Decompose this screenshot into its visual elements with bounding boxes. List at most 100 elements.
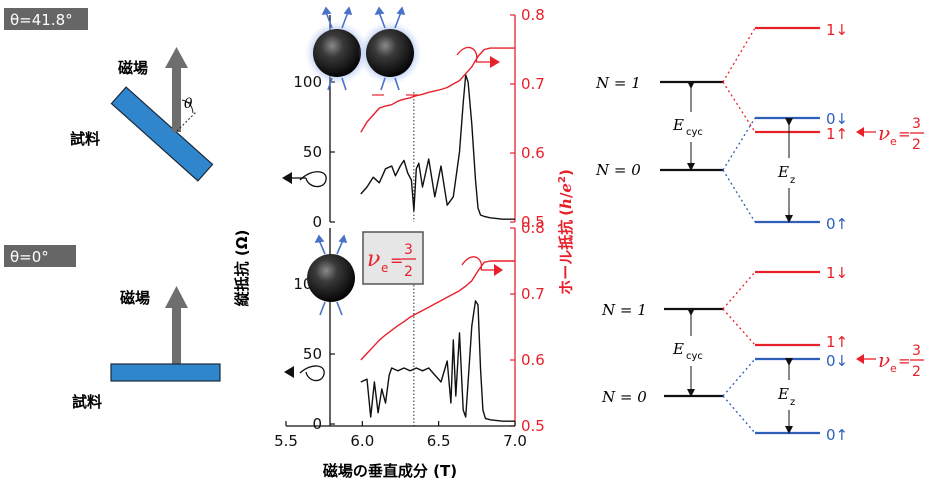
spin-arrow-head [314,234,325,244]
sample-diagram-flat: θ=0° 磁場 試料 [4,245,221,411]
sample-diagram-tilted: θ=41.8° 磁場 試料 θ [4,8,214,182]
nu-sub-top: e [890,135,897,148]
spin-arrow-head [396,6,406,16]
connector [722,81,756,133]
label-0down: 0↓ [826,352,848,370]
electron-sphere [313,29,361,77]
nu-pointer-head [856,127,864,137]
level-n0-label: N = 0 [595,161,641,179]
y-axis-label-right: ホール抵抗(h/e2) [557,169,575,295]
ecyc-label: E [672,116,684,134]
electron-sphere [366,29,414,77]
spin-tail [327,77,333,91]
right-tick-label: 0.6 [521,144,545,162]
connector [722,117,756,171]
spin-tail [319,301,326,316]
left-axis-indicator-bottom [299,365,325,382]
left-arrow-top [282,172,292,184]
theta-arc [181,99,194,114]
nu-symbol-bottom: ν [878,348,890,372]
curve-indicators [282,46,503,382]
label-1up: 1↑ [826,333,848,351]
x-tick-label: 5.5 [274,432,298,450]
x-tick-label: 6.0 [350,432,374,450]
level-n1-label: N = 1 [595,74,641,92]
ez-sub: z [790,175,795,186]
spin-arrow [336,239,344,255]
y-right-unit-e: e [557,183,575,193]
connector [722,395,756,434]
electron-single-bottom [307,234,355,316]
nu-symbol: ν [367,247,380,272]
x-tick-label: 6.5 [427,432,451,450]
level-n1-label: N = 1 [601,301,647,319]
label-0up: 0↑ [826,426,848,444]
angle-tag-flat [4,245,76,267]
right-arrow-top [490,56,500,68]
x-axis-label: 磁場の垂直成分 (T) [323,462,457,480]
nu-sub: e [381,261,388,275]
label-0down: 0↓ [826,110,848,128]
spin-arrow-head [338,234,348,244]
connector [722,358,756,397]
nu-den-bottom: 2 [912,364,921,380]
x-tick-label: 7.0 [503,432,527,450]
label-1down: 1↓ [826,264,848,282]
nu-den: 2 [404,264,413,280]
level-diagram-bottom: N = 1 N = 0 E cyc 1↓ 1↑ 0↓ 0↑ E z ν e = … [601,264,924,444]
connector [722,169,756,223]
hall-resistance-line [360,260,515,361]
connector [722,308,756,346]
sample-label-tilted: 試料 [70,130,100,148]
left-tick-label: 50 [303,345,322,363]
right-tick-label: 0.6 [521,351,545,369]
nu-pointer-head [856,354,864,364]
electron-pair-top [305,6,422,91]
spin-arrow [341,11,349,29]
left-tick-label: 100 [293,73,322,91]
ecyc-label: E [672,340,684,358]
svg-text:ホール抵抗(h/e2): ホール抵抗(h/e2) [557,169,575,295]
label-1up: 1↑ [826,125,848,143]
sample-label-flat: 試料 [72,393,102,411]
y-axis-label-left: 縦抵抗 (Ω) [233,230,251,307]
left-tick-label: 50 [303,143,322,161]
spin-arrow [318,239,326,255]
ez-sub: z [790,397,795,408]
angle-tag-tilted [4,8,88,30]
nu-sub-bottom: e [890,362,897,375]
spin-tail [336,301,343,316]
field-label-tilted: 磁場 [118,59,148,77]
level-n0-label: N = 0 [601,388,647,406]
hall-resistance-line [360,47,515,133]
nu-den-top: 2 [912,137,921,153]
nu-num: 3 [404,242,413,258]
theta-symbol: θ [184,96,193,112]
right-axis-indicator-bottom [461,256,483,271]
field-arrow-head-tilted [165,47,188,68]
right-tick-label: 0.7 [521,75,545,93]
angle-label-flat: θ=0° [10,248,49,266]
left-arrow-bottom [284,366,294,378]
connector [722,27,756,83]
spin-arrow [378,11,386,29]
label-0up: 0↑ [826,215,848,233]
nu-label-box: ν e = 3 2 [362,231,424,285]
spin-tail [341,77,347,91]
nu-box-frame [362,231,424,285]
longitudinal-resistance-line [360,300,515,422]
longitudinal-resistance-line [360,74,515,220]
right-arrow-bottom [494,264,503,276]
right-tick-label: 0.5 [521,417,545,435]
angle-label-tilted: θ=41.8° [10,11,73,29]
label-1down: 1↓ [826,21,848,39]
spin-arrow-head [343,6,353,16]
nu-eq-bottom: = [898,352,911,370]
right-tick-label: 0.8 [521,219,545,237]
ecyc-sub: cyc [686,127,703,138]
spin-arrow-head [374,6,385,16]
sample-slab-tilted [110,86,214,182]
spin-arrow [394,11,402,29]
y-right-label-text: ホール抵抗 [557,220,575,295]
